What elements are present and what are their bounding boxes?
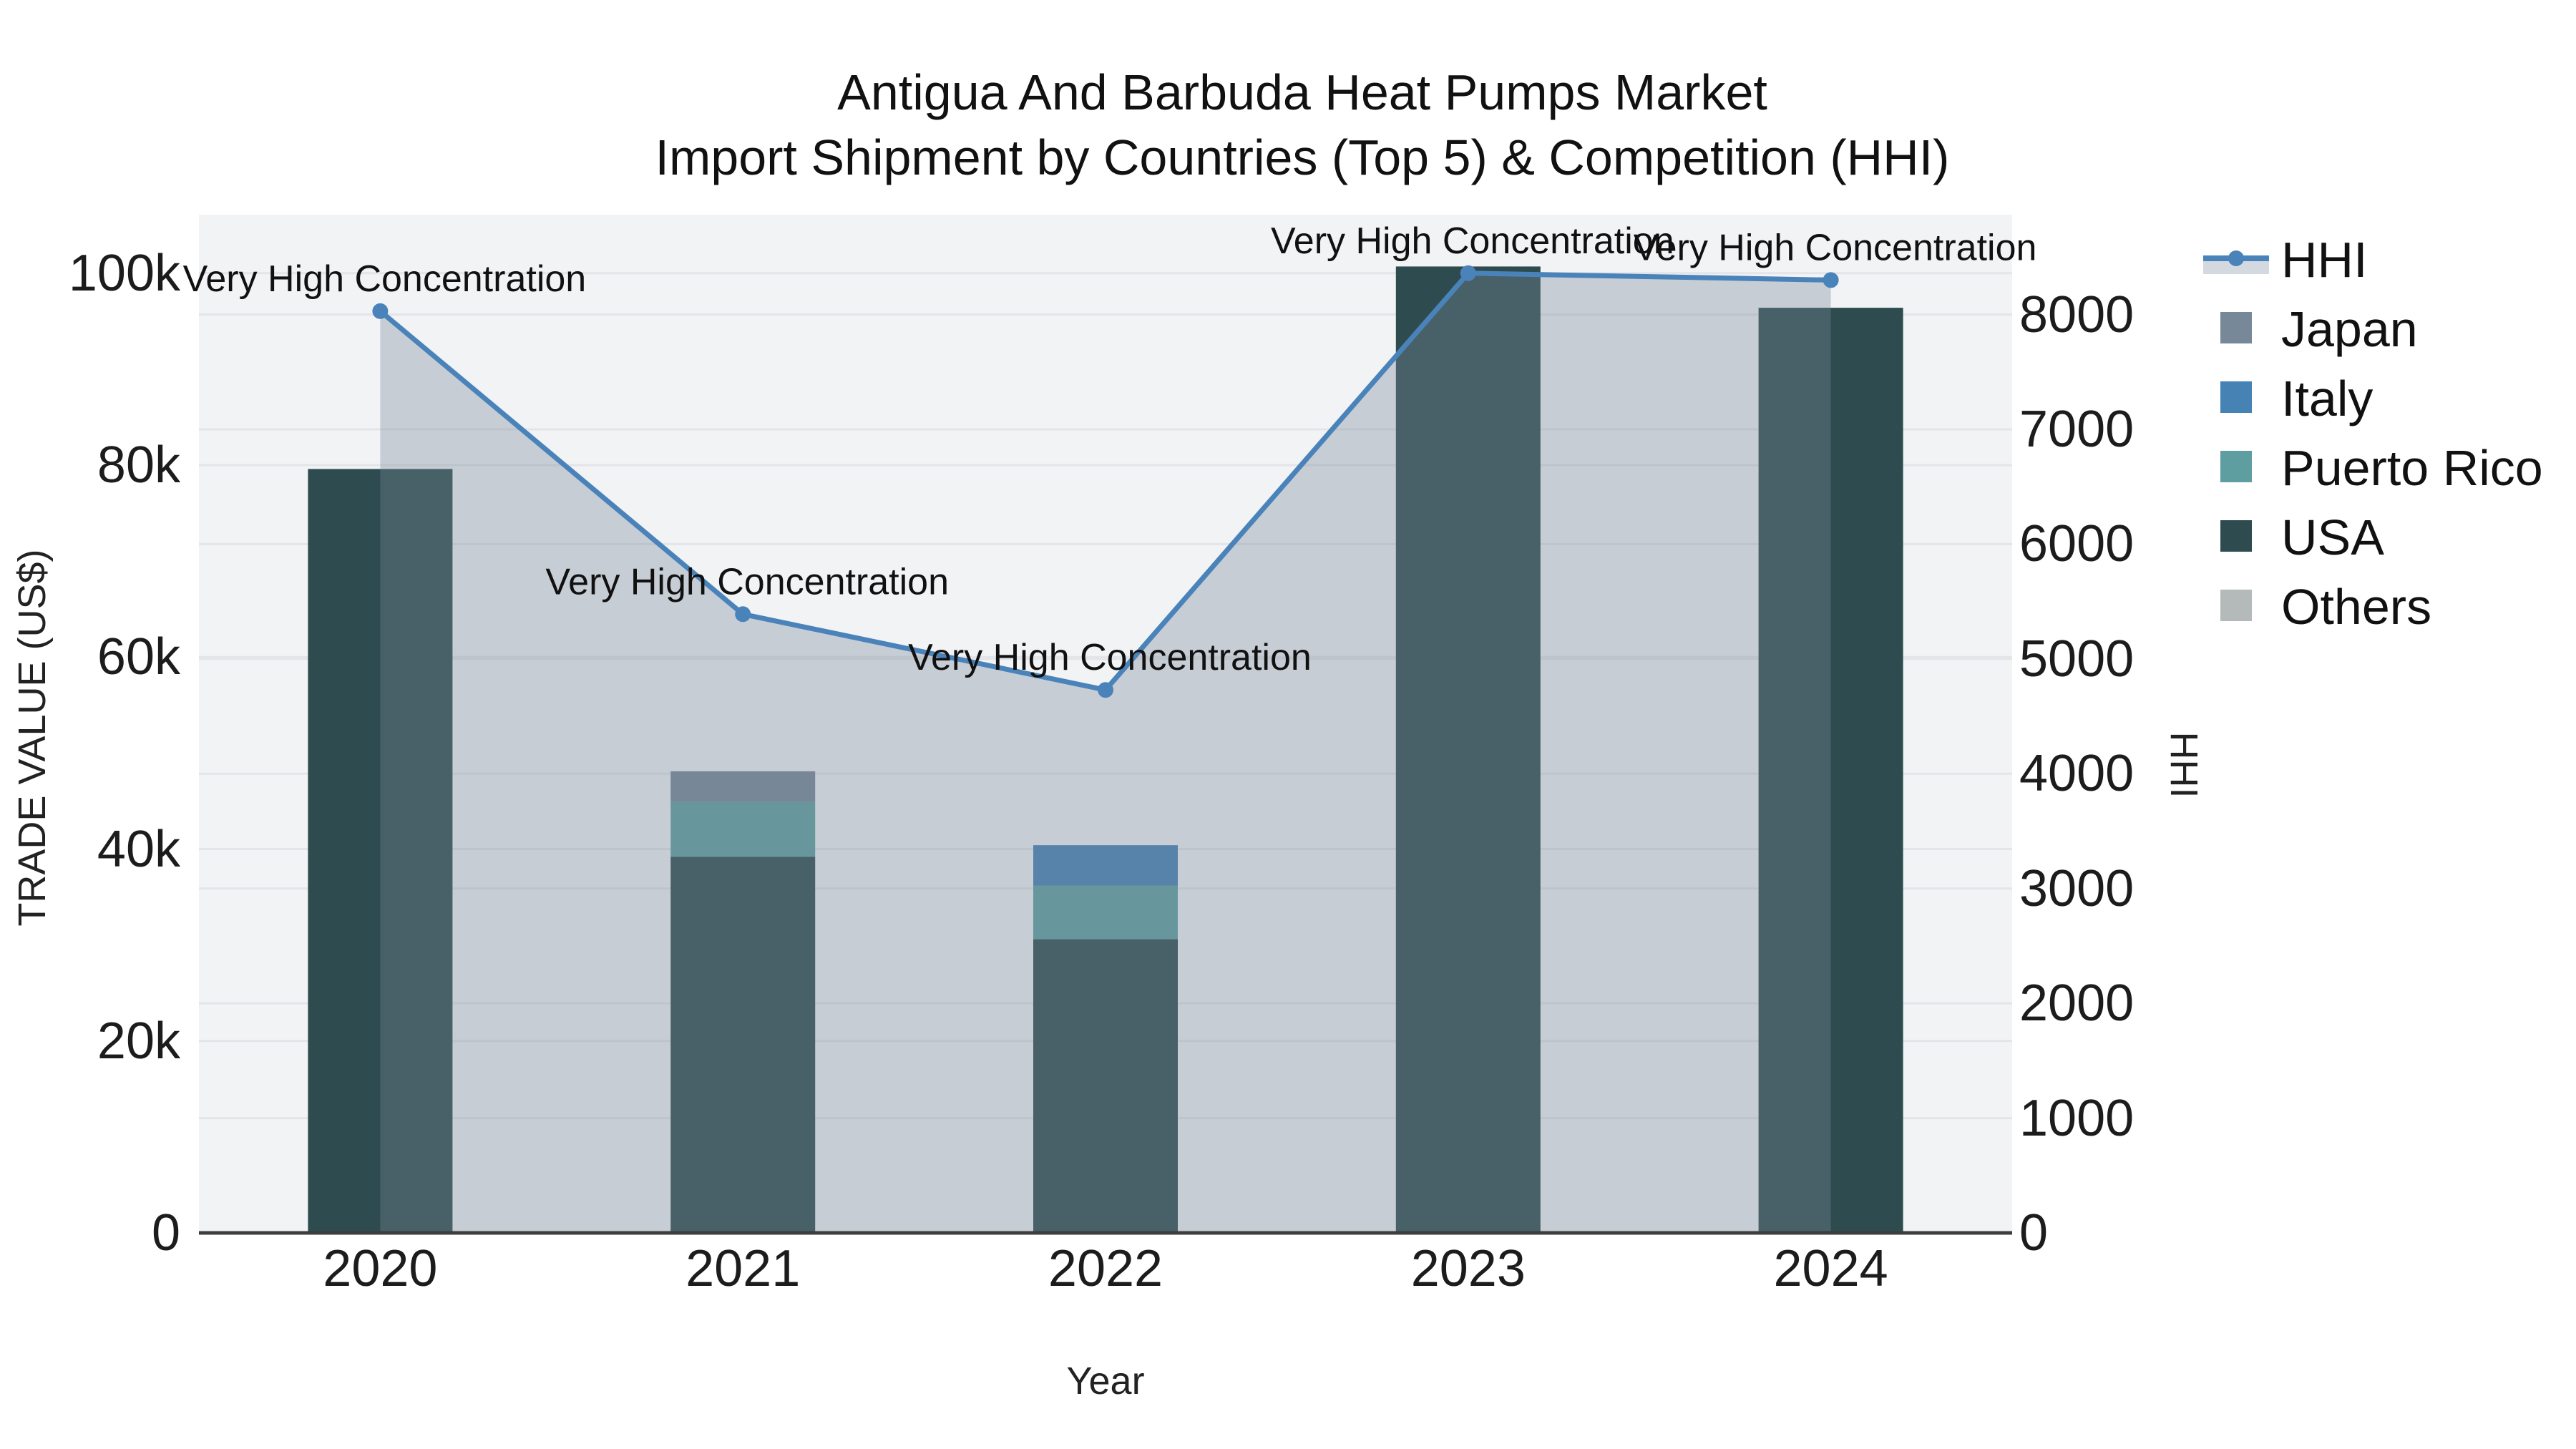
y-right-tick-1000: 1000 (2019, 1089, 2135, 1147)
bar-2021-japan[interactable] (670, 771, 816, 802)
y-left-tick-40k: 40k (97, 820, 180, 878)
annotation-2021: Very High Concentration (545, 561, 949, 602)
annotation-2024: Very High Concentration (1634, 227, 2037, 268)
x-tick-2022: 2022 (1048, 1240, 1163, 1297)
hhi-marker-2021[interactable] (735, 606, 751, 623)
legend-swatch-icon (2203, 450, 2269, 485)
legend-item-usa[interactable]: USA (2203, 502, 2543, 572)
y-left-tick-20k: 20k (97, 1012, 180, 1070)
chart-title: Antigua And Barbuda Heat Pumps Market Im… (0, 60, 2576, 190)
y-right-tick-7000: 7000 (2019, 401, 2135, 458)
y-left-tick-60k: 60k (97, 628, 180, 686)
hhi-marker-2023[interactable] (1460, 265, 1476, 281)
bar-2024-usa[interactable] (1758, 308, 1903, 1233)
legend-item-others[interactable]: Others (2203, 572, 2543, 641)
legend-label-hhi: HHI (2281, 231, 2368, 288)
hhi-line[interactable] (372, 265, 1839, 698)
legend-swatch-icon (2203, 589, 2269, 624)
legend-label-italy: Italy (2281, 370, 2373, 426)
legend-label-others: Others (2281, 578, 2432, 635)
annotation-2020: Very High Concentration (183, 258, 587, 300)
legend-label-puerto-rico: Puerto Rico (2281, 439, 2543, 496)
x-tick-2021: 2021 (686, 1240, 801, 1297)
legend-item-italy[interactable]: Italy (2203, 364, 2543, 433)
chart-title-line1: Antigua And Barbuda Heat Pumps Market (837, 64, 1767, 120)
x-tick-2023: 2023 (1410, 1240, 1526, 1297)
annotation-2023: Very High Concentration (1271, 220, 1674, 262)
chart-title-line2: Import Shipment by Countries (Top 5) & C… (655, 130, 1950, 185)
y-left-tick-100k: 100k (68, 244, 180, 302)
bar-2021-usa[interactable] (670, 857, 816, 1233)
x-axis-line (199, 1231, 2012, 1235)
legend-label-japan: Japan (2281, 301, 2418, 357)
y-right-tick-3000: 3000 (2019, 859, 2135, 917)
y-right-axis-title: HHI (2162, 731, 2205, 799)
legend: HHI Japan Italy Puerto Rico USA Others (2203, 225, 2543, 641)
y-right-tick-4000: 4000 (2019, 745, 2135, 803)
hhi-area-polygon (380, 273, 1831, 1233)
hhi-marker-2024[interactable] (1823, 272, 1839, 288)
hhi-area-fill (380, 273, 1831, 1233)
y-right-tick-5000: 5000 (2019, 630, 2135, 688)
bar-2020-usa[interactable] (308, 469, 453, 1233)
y-left-tick-80k: 80k (97, 436, 180, 494)
x-axis-baseline (199, 1231, 2012, 1235)
legend-item-hhi[interactable]: HHI (2203, 225, 2543, 294)
legend-item-japan[interactable]: Japan (2203, 294, 2543, 364)
legend-line-sample-icon (2203, 243, 2269, 277)
x-tick-2024: 2024 (1773, 1240, 1888, 1297)
x-axis-title: Year (1066, 1360, 1145, 1402)
hhi-marker-2020[interactable] (372, 303, 389, 319)
y-left-tick-0: 0 (151, 1204, 180, 1262)
y-left-axis-title: TRADE VALUE (US$) (11, 549, 54, 927)
y-right-tick-0: 0 (2019, 1204, 2049, 1262)
legend-swatch-icon (2203, 381, 2269, 416)
y-right-tick-8000: 8000 (2019, 286, 2135, 343)
bar-2022-puerto-rico[interactable] (1033, 885, 1178, 940)
y-right-tick-6000: 6000 (2019, 515, 2135, 573)
x-tick-2020: 2020 (323, 1240, 438, 1297)
hhi-marker-2022[interactable] (1098, 682, 1113, 698)
bars-layer[interactable] (308, 266, 1903, 1234)
legend-swatch-icon (2203, 311, 2269, 346)
bar-2021-puerto-rico[interactable] (670, 801, 816, 857)
legend-item-puerto-rico[interactable]: Puerto Rico (2203, 433, 2543, 502)
bar-2023-usa[interactable] (1395, 266, 1541, 1234)
bar-2022-usa[interactable] (1033, 939, 1178, 1233)
legend-swatch-icon (2203, 519, 2269, 555)
bar-2022-italy[interactable] (1033, 845, 1178, 886)
legend-label-usa: USA (2281, 509, 2384, 565)
y-right-tick-2000: 2000 (2019, 975, 2135, 1033)
annotation-2022: Very High Concentration (908, 637, 1312, 678)
